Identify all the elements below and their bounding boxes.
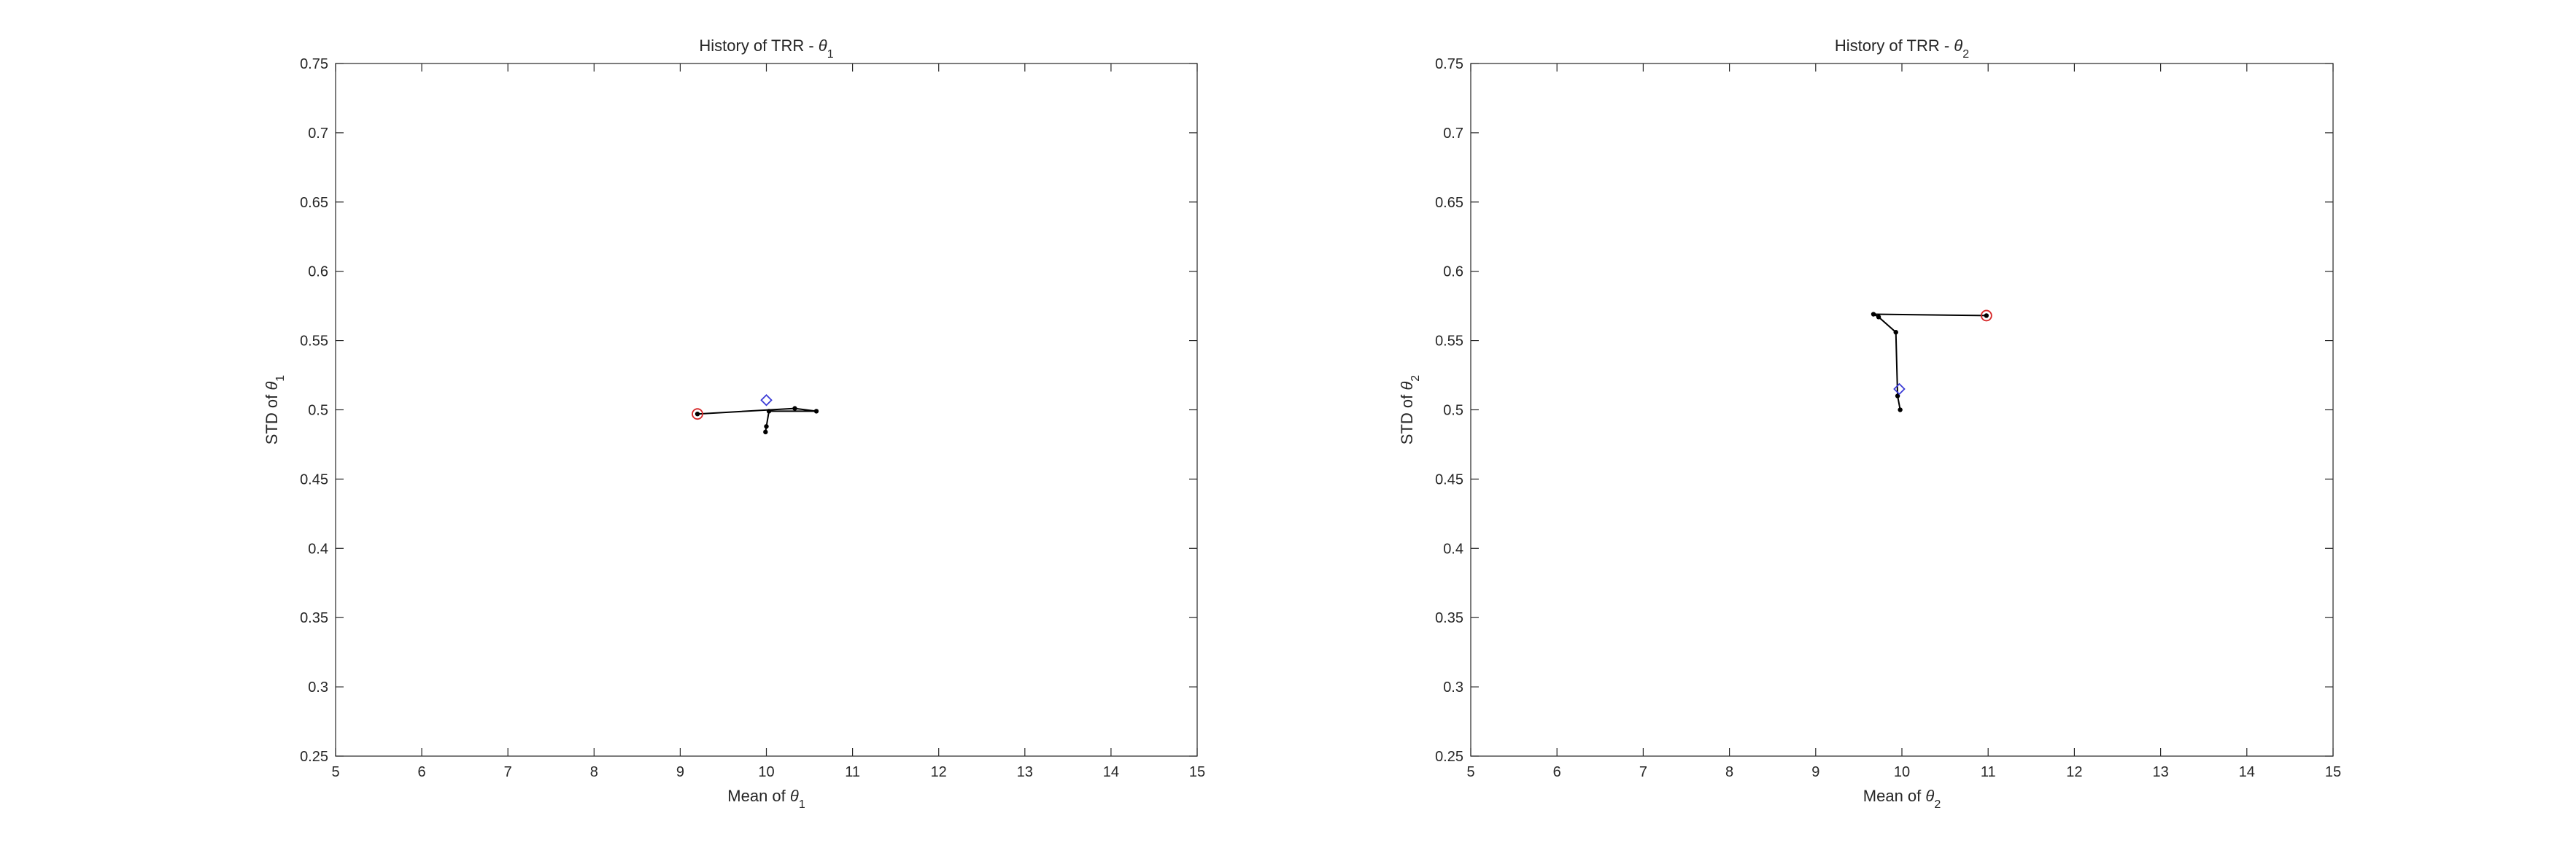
y-tick-label: 0.4 — [308, 541, 328, 557]
history-point — [1898, 407, 1903, 412]
chart-title: History of TRR - θ1 — [699, 36, 833, 61]
history-point — [766, 409, 772, 414]
x-tick-label: 15 — [2325, 764, 2341, 780]
target-marker — [1893, 382, 1906, 396]
x-tick-label: 10 — [758, 764, 774, 780]
y-tick-label: 0.4 — [1443, 541, 1463, 557]
x-tick-label: 13 — [2152, 764, 2168, 780]
history-point — [813, 409, 819, 414]
x-tick-label: 11 — [845, 764, 860, 780]
x-tick-label: 6 — [1553, 764, 1561, 780]
y-tick-label: 0.75 — [1435, 56, 1463, 72]
x-tick-label: 7 — [1639, 764, 1647, 780]
x-tick-label: 14 — [1103, 764, 1119, 780]
x-tick-label: 9 — [676, 764, 684, 780]
x-axis-title: Mean of θ1 — [727, 787, 805, 811]
x-tick-label: 15 — [1189, 764, 1205, 780]
x-tick-label: 7 — [504, 764, 512, 780]
y-tick-label: 0.5 — [308, 403, 328, 419]
y-tick-label: 0.55 — [1435, 334, 1463, 350]
y-tick-label: 0.3 — [308, 679, 328, 696]
target-marker — [760, 393, 773, 407]
y-tick-label: 0.3 — [1443, 679, 1463, 696]
x-tick-label: 8 — [590, 764, 598, 780]
history-point — [1895, 393, 1900, 398]
history-point — [764, 424, 769, 429]
x-tick-label: 11 — [1981, 764, 1996, 780]
x-tick-label: 12 — [2066, 764, 2082, 780]
y-tick-label: 0.6 — [308, 264, 328, 280]
history-line — [1873, 313, 1987, 410]
history-point — [1876, 315, 1881, 320]
chart-theta2: 5 6 7 8 9 10 11 12 13 14 15 0.25 0.3 0.35 0.4 0.45 0.5 0.… — [1398, 36, 2341, 811]
y-tick-label: 0.7 — [1443, 126, 1463, 142]
y-tick-label: 0.25 — [300, 749, 328, 765]
history-point — [1893, 330, 1898, 335]
x-tick-label: 10 — [1894, 764, 1910, 780]
start-marker — [692, 408, 703, 420]
x-axis-title: Mean of θ2 — [1863, 787, 1941, 811]
x-tick-label: 8 — [1725, 764, 1733, 780]
chart-title: History of TRR - θ2 — [1835, 36, 1969, 61]
history-point — [792, 406, 797, 411]
y-tick-label: 0.65 — [1435, 195, 1463, 211]
history-point — [763, 429, 768, 435]
x-tick-label: 6 — [418, 764, 426, 780]
history-point — [1871, 312, 1876, 317]
y-tick-label: 0.5 — [1443, 403, 1463, 419]
y-axis-title: STD of θ2 — [1398, 375, 1422, 445]
y-tick-label: 0.75 — [300, 56, 328, 72]
x-tick-label: 5 — [331, 764, 339, 780]
x-tick-label: 9 — [1811, 764, 1819, 780]
y-axis-title: STD of θ1 — [263, 375, 287, 445]
x-tick-label: 13 — [1017, 764, 1033, 780]
start-marker-center — [1984, 313, 1989, 318]
y-tick-label: 0.55 — [300, 334, 328, 350]
y-tick-label: 0.25 — [1435, 749, 1463, 765]
y-tick-label: 0.65 — [300, 195, 328, 211]
y-tick-label: 0.6 — [1443, 264, 1463, 280]
y-tick-label: 0.45 — [1435, 471, 1463, 488]
y-tick-label: 0.35 — [300, 610, 328, 626]
start-marker-center — [695, 412, 700, 416]
x-tick-label: 5 — [1466, 764, 1474, 780]
chart-theta1: 5 6 7 8 9 10 11 12 13 14 15 0.25 0.3 0.35 0.4 0.45 0.5 0.… — [263, 36, 1205, 811]
x-tick-label: 14 — [2239, 764, 2255, 780]
y-tick-label: 0.35 — [1435, 610, 1463, 626]
y-tick-label: 0.7 — [308, 126, 328, 142]
y-tick-label: 0.45 — [300, 471, 328, 488]
x-tick-label: 12 — [931, 764, 947, 780]
start-marker — [1980, 309, 1992, 322]
